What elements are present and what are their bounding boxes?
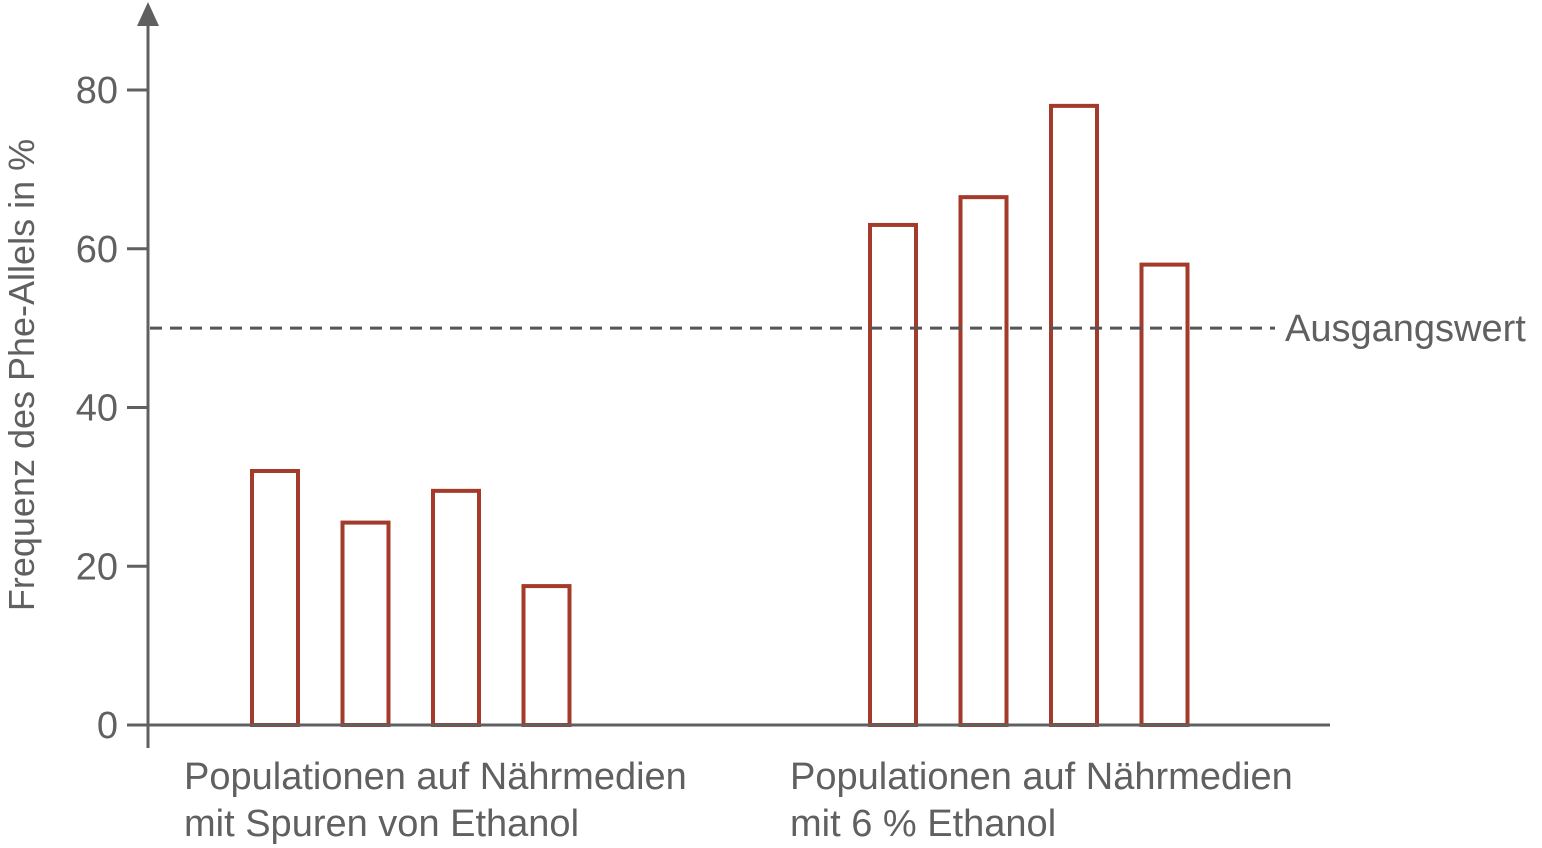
bar: [1139, 262, 1190, 727]
bars-layer: [250, 103, 1190, 727]
y-axis-label: Frequenz des Phe-Allels in %: [1, 139, 42, 611]
group-label-line: Populationen auf Nährmedien: [790, 756, 1293, 798]
bar: [250, 469, 300, 727]
bar: [521, 584, 572, 727]
group-label-line: Populationen auf Nährmedien: [184, 756, 687, 798]
y-tick-label: 60: [76, 229, 118, 271]
y-tick-label: 20: [76, 546, 118, 588]
y-ticks: 0 20 40 60 80: [76, 70, 148, 747]
group-label-line: mit Spuren von Ethanol: [184, 803, 579, 845]
group-label-line: mit 6 % Ethanol: [790, 803, 1056, 845]
axes-layer: [127, 2, 1330, 748]
group-labels: Populationen auf Nährmedien mit Spuren vo…: [184, 756, 1293, 845]
y-tick-label: 0: [97, 705, 118, 747]
bar: [958, 195, 1009, 727]
bar: [868, 222, 918, 727]
y-tick-label: 80: [76, 70, 118, 112]
bar: [340, 520, 391, 727]
bar: [1049, 103, 1099, 727]
reference-line-label: Ausgangswert: [1285, 308, 1526, 350]
bar: [431, 488, 481, 727]
y-axis-arrowhead: [137, 2, 159, 26]
y-tick-label: 40: [76, 388, 118, 430]
